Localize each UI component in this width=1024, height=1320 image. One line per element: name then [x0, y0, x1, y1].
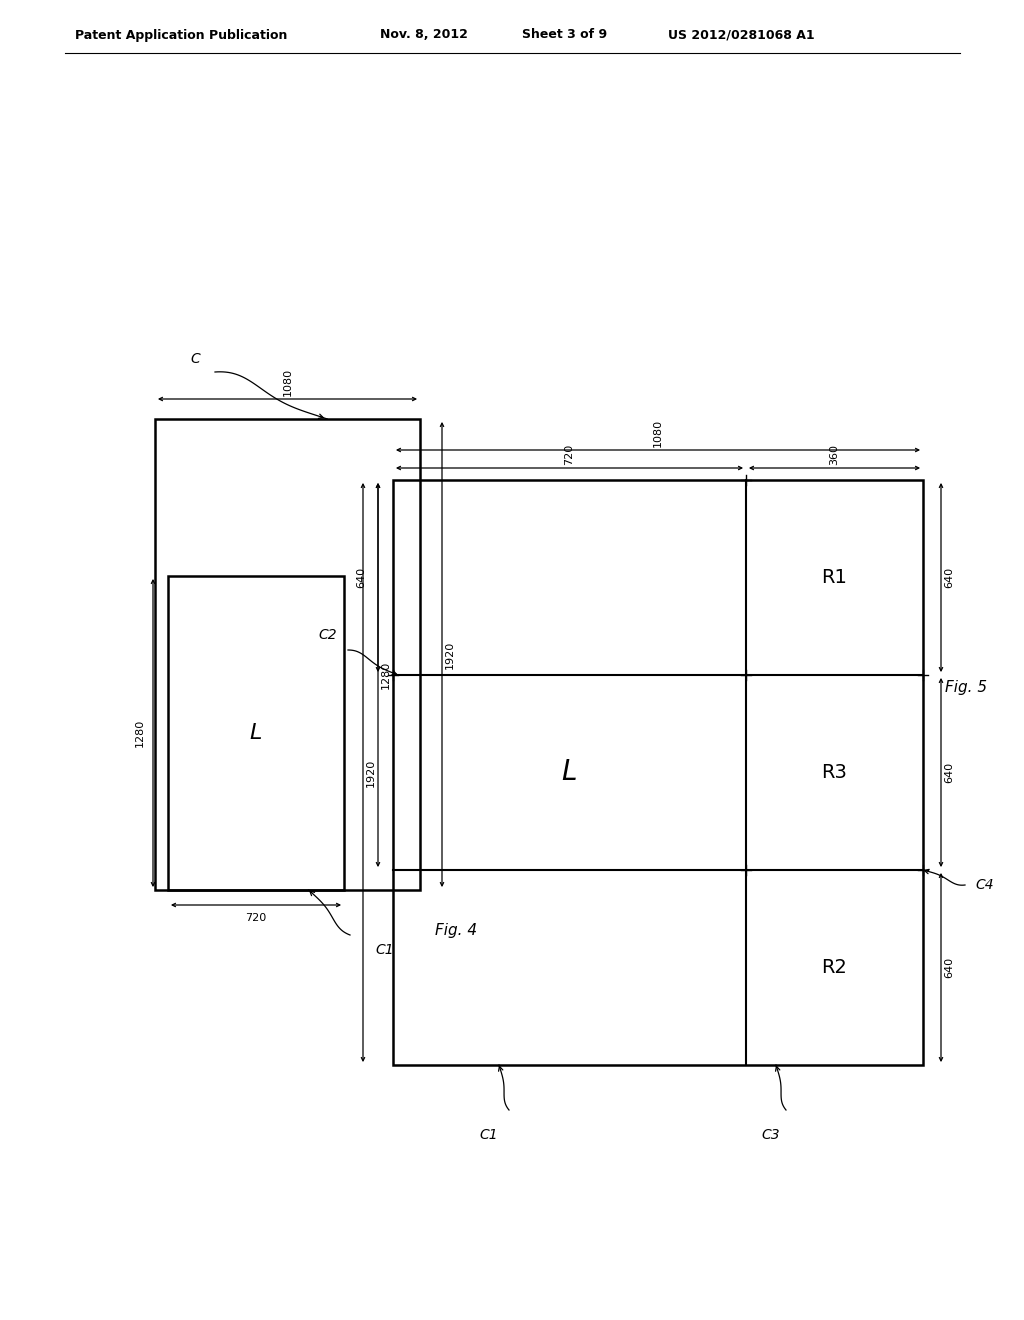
Text: L: L: [250, 723, 262, 743]
Text: 640: 640: [944, 957, 954, 978]
Bar: [393, 480, 923, 1065]
Text: C4: C4: [976, 878, 994, 892]
Text: 720: 720: [564, 444, 574, 465]
Text: R1: R1: [821, 568, 848, 587]
Text: R3: R3: [821, 763, 848, 781]
Text: Fig. 4: Fig. 4: [435, 923, 477, 937]
Text: R2: R2: [821, 958, 848, 977]
Text: 640: 640: [944, 566, 954, 589]
Text: 640: 640: [944, 762, 954, 783]
Text: Fig. 5: Fig. 5: [945, 680, 987, 696]
Text: C1: C1: [376, 942, 394, 957]
Text: 1920: 1920: [445, 640, 455, 669]
Text: 640: 640: [356, 566, 366, 589]
Text: C2: C2: [318, 628, 337, 642]
Text: Patent Application Publication: Patent Application Publication: [75, 29, 288, 41]
Text: 1280: 1280: [135, 719, 145, 747]
Text: L: L: [562, 759, 578, 787]
Text: 1080: 1080: [283, 368, 293, 396]
Text: C1: C1: [479, 1129, 499, 1142]
Text: 720: 720: [246, 913, 266, 923]
Text: 1280: 1280: [381, 661, 391, 689]
Text: 360: 360: [829, 444, 840, 465]
Bar: [168, 576, 344, 890]
Text: 1920: 1920: [366, 759, 376, 787]
Text: C: C: [190, 352, 200, 366]
Text: Nov. 8, 2012: Nov. 8, 2012: [380, 29, 468, 41]
Bar: [155, 418, 420, 890]
Text: US 2012/0281068 A1: US 2012/0281068 A1: [668, 29, 815, 41]
Text: Sheet 3 of 9: Sheet 3 of 9: [522, 29, 607, 41]
Text: 1080: 1080: [653, 418, 663, 447]
Text: C3: C3: [762, 1129, 780, 1142]
